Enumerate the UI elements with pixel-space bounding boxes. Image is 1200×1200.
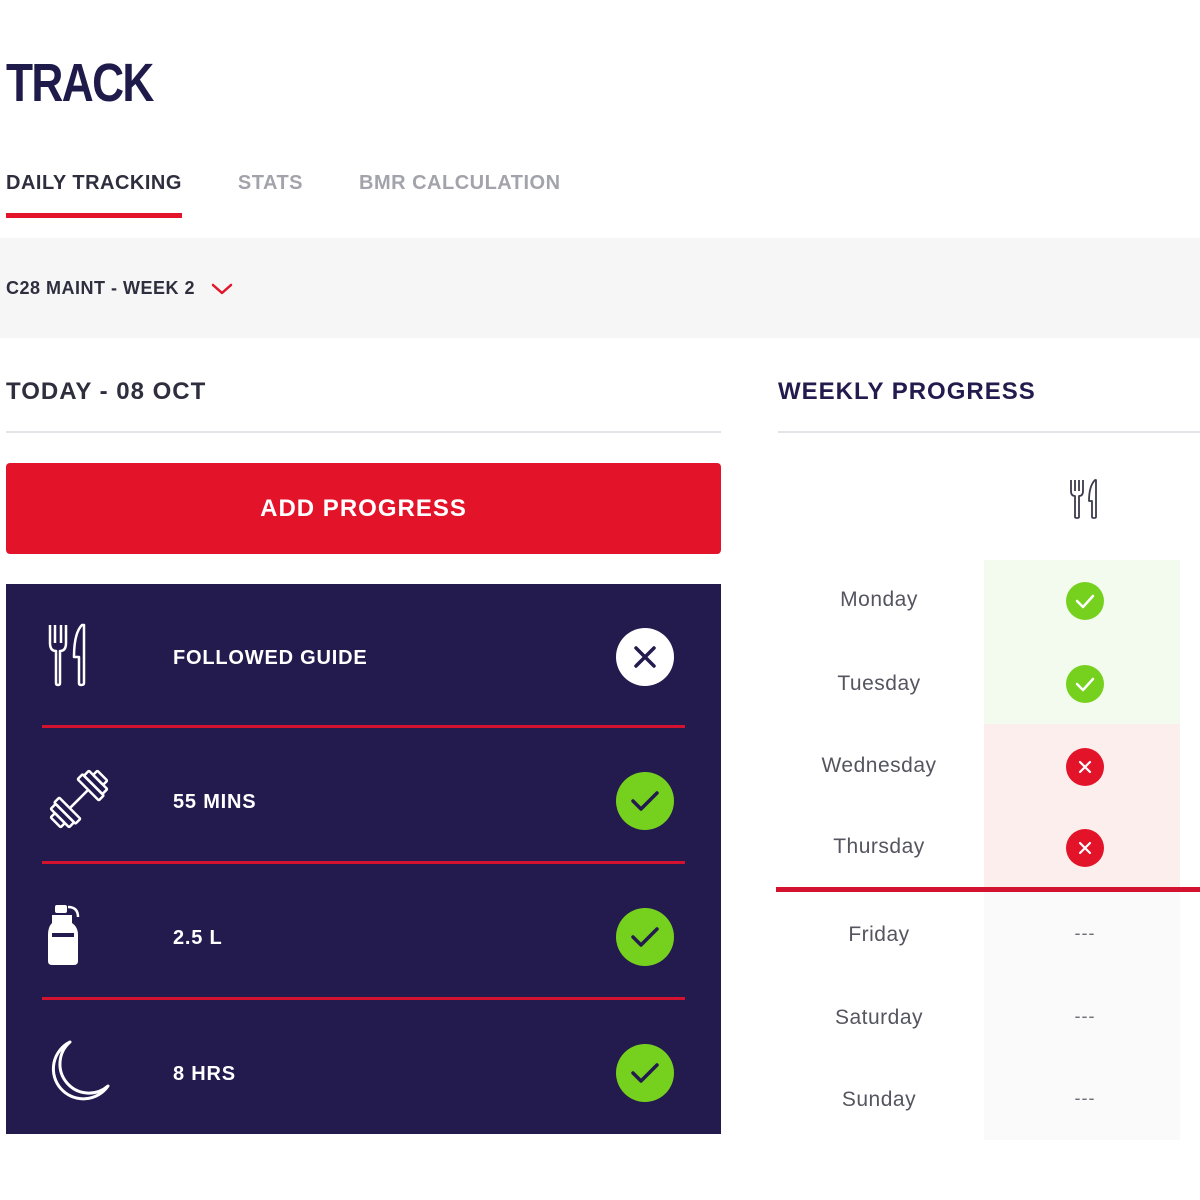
chevron-down-icon[interactable] <box>211 282 233 296</box>
status-complete-icon <box>1066 665 1104 703</box>
weekly-row-monday: Monday <box>778 560 1200 642</box>
tab-bar: DAILY TRACKING STATS BMR CALCULATION <box>6 168 617 220</box>
add-progress-button[interactable]: ADD PROGRESS <box>6 463 721 554</box>
weekly-row-tuesday: Tuesday <box>778 642 1200 724</box>
tracker-row-sleep: 8 HRS <box>6 1000 721 1136</box>
page-title: TRACK <box>6 53 154 113</box>
tracker-row-exercise: 55 MINS <box>6 728 721 864</box>
day-status-cell <box>984 892 1180 976</box>
close-icon <box>634 646 656 668</box>
status-complete-toggle[interactable] <box>616 772 674 830</box>
day-name: Wednesday <box>821 754 937 777</box>
status-complete-toggle[interactable] <box>616 908 674 966</box>
moon-icon <box>46 1038 116 1104</box>
status-complete-icon <box>1066 582 1104 620</box>
water-bottle-icon <box>46 902 116 968</box>
day-name: Saturday <box>834 1006 924 1029</box>
checkmark-icon <box>631 927 659 947</box>
divider <box>6 431 721 433</box>
day-status-pending: --- <box>1074 1006 1096 1026</box>
row-divider <box>42 861 685 864</box>
program-selector-bar: C28 MAINT - WEEK 2 <box>0 238 1200 338</box>
day-status-pending: --- <box>1074 923 1096 943</box>
current-day-marker <box>776 887 1200 892</box>
tab-stats[interactable]: STATS <box>237 172 303 194</box>
tracker-row-guide: FOLLOWED GUIDE <box>6 584 721 720</box>
status-incomplete-toggle[interactable] <box>616 628 674 686</box>
tracker-label: 8 HRS <box>173 1063 236 1085</box>
day-name: Monday <box>840 588 918 611</box>
tracker-label: FOLLOWED GUIDE <box>173 647 368 669</box>
day-status-pending: --- <box>1074 1088 1096 1108</box>
checkmark-icon <box>631 791 659 811</box>
row-divider <box>42 997 685 1000</box>
day-status-cell <box>984 976 1180 1058</box>
day-name: Thursday <box>833 835 925 858</box>
daily-tracker-panel: FOLLOWED GUIDE 55 MINS <box>6 584 721 1134</box>
tab-bmr-calculation[interactable]: BMR CALCULATION <box>359 172 561 194</box>
fork-knife-icon <box>1068 478 1100 520</box>
weekly-progress-title: WEEKLY PROGRESS <box>778 378 1036 405</box>
divider <box>778 431 1200 433</box>
today-title: TODAY - 08 OCT <box>6 378 207 405</box>
weekly-row-wednesday: Wednesday <box>778 724 1200 806</box>
status-complete-toggle[interactable] <box>616 1044 674 1102</box>
day-name: Sunday <box>841 1088 917 1111</box>
tab-daily-tracking[interactable]: DAILY TRACKING <box>6 168 182 218</box>
day-name: Tuesday <box>837 672 921 695</box>
tracker-row-water: 2.5 L <box>6 864 721 1000</box>
weekly-row-friday: Friday --- <box>778 892 1200 976</box>
tracker-label: 2.5 L <box>173 927 223 949</box>
day-status-cell <box>984 1058 1180 1140</box>
program-selector[interactable]: C28 MAINT - WEEK 2 <box>6 278 233 299</box>
dumbbell-icon <box>46 766 116 832</box>
day-name: Friday <box>848 923 910 946</box>
weekly-row-thursday: Thursday <box>778 806 1200 888</box>
status-incomplete-icon <box>1066 748 1104 786</box>
checkmark-icon <box>631 1063 659 1083</box>
row-divider <box>42 725 685 728</box>
weekly-row-sunday: Sunday --- <box>778 1058 1200 1140</box>
weekly-row-saturday: Saturday --- <box>778 976 1200 1058</box>
program-label: C28 MAINT - WEEK 2 <box>6 278 196 298</box>
fork-knife-icon <box>46 622 116 688</box>
tracker-label: 55 MINS <box>173 791 257 813</box>
status-incomplete-icon <box>1066 829 1104 867</box>
